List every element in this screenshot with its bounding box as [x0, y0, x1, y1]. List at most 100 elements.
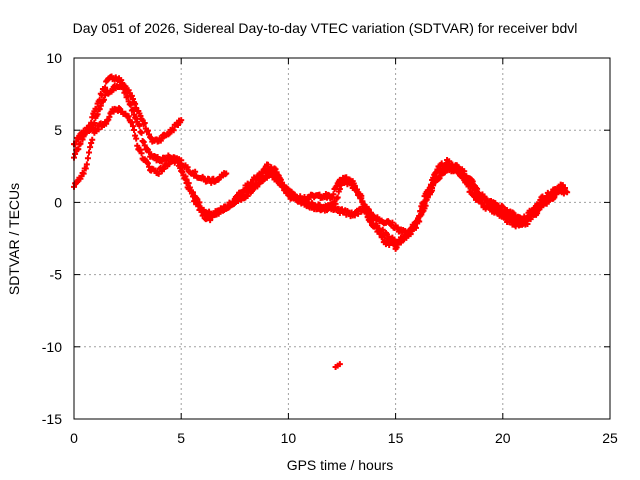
data-points	[71, 73, 571, 371]
data-point	[270, 170, 277, 177]
data-point	[543, 200, 550, 207]
data-point	[79, 136, 86, 143]
data-point	[235, 193, 242, 200]
data-point	[182, 173, 189, 180]
y-tick-label: -10	[42, 339, 62, 355]
data-point	[174, 158, 181, 165]
data-point	[316, 191, 323, 198]
chart-title: Day 051 of 2026, Sidereal Day-to-day VTE…	[73, 20, 578, 36]
series-track-2	[71, 82, 230, 186]
data-point	[564, 189, 571, 196]
data-point	[183, 176, 190, 183]
data-point	[334, 194, 341, 201]
data-point	[375, 227, 382, 234]
data-point	[422, 202, 429, 209]
data-point	[97, 102, 104, 109]
data-point	[186, 184, 193, 191]
data-point	[416, 218, 423, 225]
data-point	[178, 117, 185, 124]
y-tick-label: 5	[54, 122, 62, 138]
data-point	[499, 203, 506, 210]
y-axis-label: SDTVAR / TECUs	[6, 183, 22, 295]
data-point	[125, 113, 132, 120]
data-point	[101, 96, 108, 103]
x-tick-label: 0	[70, 430, 78, 446]
data-point	[83, 161, 90, 168]
data-point	[96, 106, 103, 113]
data-point	[91, 119, 98, 126]
data-point	[134, 142, 141, 149]
data-point	[170, 127, 177, 134]
data-point	[179, 169, 186, 176]
data-point	[358, 195, 365, 202]
data-point	[72, 151, 79, 158]
data-point	[397, 239, 404, 246]
data-point	[223, 170, 230, 177]
data-point	[138, 129, 145, 136]
data-point	[94, 111, 101, 118]
grid	[74, 58, 610, 419]
data-point	[106, 113, 113, 120]
data-point	[336, 361, 343, 368]
data-point	[393, 244, 400, 251]
y-tick-label: 0	[54, 194, 62, 210]
data-point	[189, 189, 196, 196]
data-point	[87, 144, 94, 151]
data-point	[207, 217, 214, 224]
data-point	[391, 236, 398, 243]
data-point	[75, 146, 82, 153]
y-tick-label: 10	[46, 50, 62, 66]
x-axis-label: GPS time / hours	[287, 457, 394, 473]
data-point	[82, 165, 89, 172]
data-point	[424, 194, 431, 201]
data-point	[475, 190, 482, 197]
data-point	[255, 179, 262, 186]
data-point	[81, 131, 88, 138]
series-track-6	[231, 163, 568, 252]
data-point	[394, 224, 401, 231]
data-point	[127, 101, 134, 108]
series-track-7	[332, 361, 343, 371]
data-point	[80, 170, 87, 177]
data-point	[88, 139, 95, 146]
data-point	[109, 87, 116, 94]
data-point	[330, 191, 337, 198]
data-point	[379, 233, 386, 240]
data-point	[524, 221, 531, 228]
data-point	[351, 212, 358, 219]
data-point	[551, 194, 558, 201]
data-point	[430, 182, 437, 189]
data-point	[447, 163, 454, 170]
y-tick-label: -5	[50, 267, 63, 283]
data-point	[161, 165, 168, 172]
data-point	[248, 180, 255, 187]
data-point	[103, 120, 110, 127]
data-point	[194, 196, 201, 203]
data-point	[369, 216, 376, 223]
data-point	[272, 166, 279, 173]
data-point	[124, 93, 131, 100]
series-track-1	[71, 73, 185, 148]
data-point	[128, 119, 135, 126]
data-point	[129, 106, 136, 113]
data-point	[389, 219, 396, 226]
x-tick-label: 15	[388, 430, 404, 446]
x-tick-label: 20	[495, 430, 511, 446]
data-point	[520, 219, 527, 226]
data-point	[131, 126, 138, 133]
data-point	[158, 135, 165, 142]
data-point	[351, 182, 358, 189]
data-point	[129, 123, 136, 130]
data-point	[283, 184, 290, 191]
data-point	[141, 142, 148, 149]
x-tick-label: 25	[602, 430, 618, 446]
data-point	[329, 194, 336, 201]
data-point	[504, 207, 511, 214]
data-point	[133, 135, 140, 142]
data-point	[303, 196, 310, 203]
data-point	[133, 104, 140, 111]
series-track-3	[71, 105, 219, 224]
data-point	[336, 185, 343, 192]
data-point	[354, 188, 361, 195]
data-point	[209, 214, 216, 221]
